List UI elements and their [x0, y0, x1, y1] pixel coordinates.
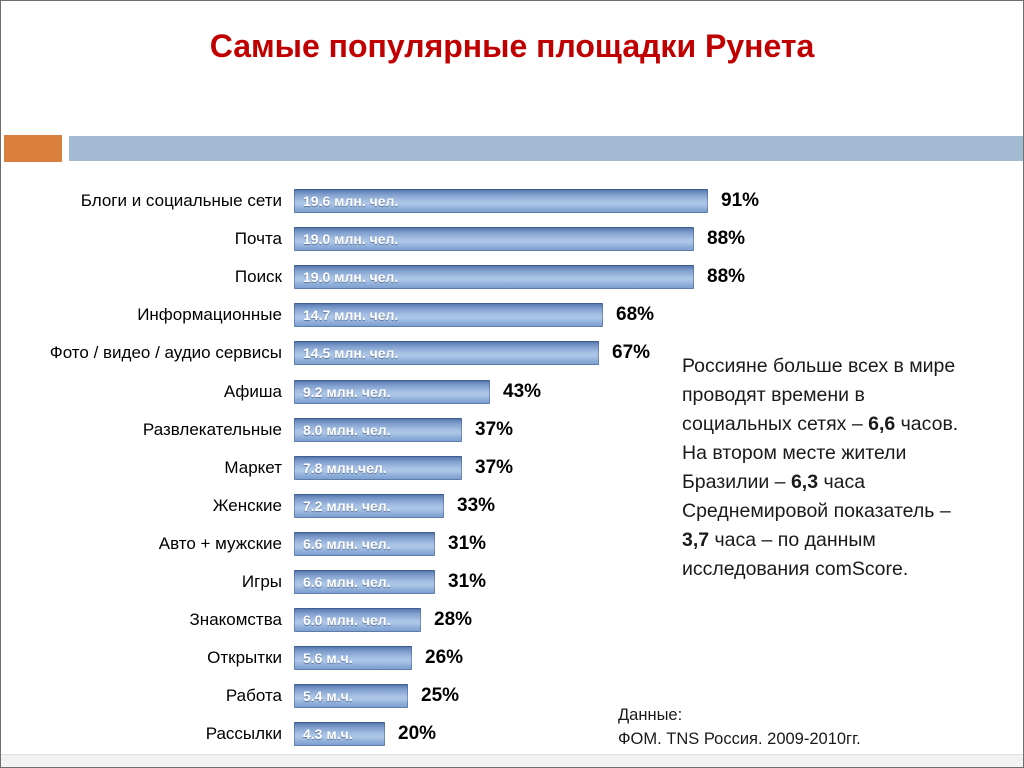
category-label: Женские [212, 495, 282, 515]
bar-percent-label: 33% [457, 494, 496, 516]
bar-percent-label: 68% [616, 304, 655, 326]
bar-percent-label: 37% [475, 456, 514, 478]
bar-value-label: 14.7 млн. чел. [303, 307, 399, 324]
category-label: Информационные [137, 305, 282, 325]
bar-percent-label: 31% [448, 570, 487, 592]
bar-row: Фото / видео / аудио сервисы 14.5 млн. че… [1, 334, 761, 372]
bar: 14.5 млн. чел. [294, 341, 599, 366]
bar: 14.7 млн. чел. [294, 303, 603, 328]
bar-value-label: 4.3 м.ч. [303, 726, 353, 743]
bar-chart: Блоги и социальные сети 19.6 млн. чел. 91%… [1, 182, 761, 753]
category-label: Игры [241, 571, 282, 591]
accent-blue-band [69, 136, 1023, 161]
bar-row: Рассылки 4.3 м.ч. 20% [1, 715, 761, 753]
bar-row: Авто + мужские 6.6 млн. чел. 31% [1, 525, 761, 563]
category-label: Развлекательные [142, 419, 282, 439]
bar-value-label: 8.0 млн. чел. [303, 421, 391, 438]
bar: 6.6 млн. чел. [294, 531, 435, 556]
category-label: Авто + мужские [158, 533, 282, 553]
side-note-line: исследования comScore. [682, 558, 909, 580]
bar-row: Афиша 9.2 млн. чел. 43% [1, 372, 761, 410]
bar: 6.6 млн. чел. [294, 569, 435, 594]
category-label: Открытки [207, 648, 282, 668]
category-label: Знакомства [189, 610, 282, 630]
bar: 5.4 м.ч. [294, 684, 408, 709]
bar-value-label: 6.0 млн. чел. [303, 612, 391, 629]
bar: 6.0 млн. чел. [294, 608, 421, 633]
bar-value-label: 5.4 м.ч. [303, 688, 353, 705]
side-note-line: 3,7 часа – по данным [682, 529, 876, 551]
bar-value-label: 6.6 млн. чел. [303, 535, 391, 552]
bar-row: Поиск 19.0 млн. чел. 88% [1, 258, 761, 296]
bar-value-label: 5.6 м.ч. [303, 650, 353, 667]
bar-percent-label: 28% [434, 609, 473, 631]
side-note-line: Россияне больше всех в мире [682, 355, 956, 377]
bar-row: Маркет 7.8 млн.чел. 37% [1, 449, 761, 487]
bar-value-label: 9.2 млн. чел. [303, 383, 391, 400]
bar-value-label: 7.2 млн. чел. [303, 497, 391, 514]
bar: 19.6 млн. чел. [294, 189, 708, 214]
bar-row: Информационные 14.7 млн. чел. 68% [1, 296, 761, 334]
bar: 19.0 млн. чел. [294, 227, 694, 252]
bar: 7.8 млн.чел. [294, 455, 462, 480]
category-label: Поиск [234, 267, 282, 287]
bar-row: Развлекательные 8.0 млн. чел. 37% [1, 411, 761, 449]
bar-row: Женские 7.2 млн. чел. 33% [1, 487, 761, 525]
bar-percent-label: 67% [612, 342, 651, 364]
side-note-line: социальных сетях – 6,6 часов. [682, 413, 959, 435]
bar-percent-label: 31% [448, 532, 487, 554]
accent-orange-rectangle [4, 135, 62, 162]
bar: 5.6 м.ч. [294, 646, 412, 671]
bar-percent-label: 88% [707, 266, 746, 288]
bar: 8.0 млн. чел. [294, 417, 462, 442]
data-source-label: Данные: [618, 706, 683, 724]
bar-value-label: 14.5 млн. чел. [303, 345, 399, 362]
slide-title: Самые популярные площадки Рунета [209, 28, 815, 64]
category-label: Фото / видео / аудио сервисы [49, 343, 282, 363]
category-label: Блоги и социальные сети [80, 191, 282, 211]
bar-percent-label: 25% [421, 685, 460, 707]
side-note-line: Бразилии – 6,3 часа [682, 471, 866, 493]
bar-value-label: 6.6 млн. чел. [303, 573, 391, 590]
category-label: Рассылки [205, 724, 282, 744]
bar-row: Знакомства 6.0 млн. чел. 28% [1, 601, 761, 639]
bar-value-label: 19.6 млн. чел. [303, 193, 399, 210]
bar-row: Открытки 5.6 м.ч. 26% [1, 639, 761, 677]
bar-percent-label: 26% [425, 647, 464, 669]
category-label: Афиша [223, 381, 282, 401]
data-source-note: Данные: ФОМ. TNS Россия. 2009-2010гг. [618, 703, 861, 751]
footer-strip [1, 754, 1023, 767]
side-note-line: Среднемировой показатель – [682, 500, 951, 522]
category-label: Маркет [224, 457, 282, 477]
bar-value-label: 19.0 млн. чел. [303, 231, 399, 248]
bar-percent-label: 43% [503, 380, 542, 402]
category-label: Почта [234, 229, 282, 249]
category-label: Работа [225, 686, 282, 706]
side-note-text: Россияне больше всех в мире проводят врем… [682, 352, 1022, 584]
bar-percent-label: 88% [707, 228, 746, 250]
bar-row: Блоги и социальные сети 19.6 млн. чел. 91% [1, 182, 761, 220]
bar-percent-label: 37% [475, 418, 514, 440]
side-note-line: проводят времени в [682, 384, 865, 406]
bar: 4.3 м.ч. [294, 722, 385, 747]
bar-row: Почта 19.0 млн. чел. 88% [1, 220, 761, 258]
bar-value-label: 7.8 млн.чел. [303, 459, 387, 476]
bar-percent-label: 91% [721, 190, 760, 212]
bar-value-label: 19.0 млн. чел. [303, 269, 399, 286]
bar: 7.2 млн. чел. [294, 493, 444, 518]
bar-percent-label: 20% [398, 723, 437, 745]
bar-row: Игры 6.6 млн. чел. 31% [1, 563, 761, 601]
data-source-detail: ФОМ. TNS Россия. 2009-2010гг. [618, 730, 861, 748]
bar-row: Работа 5.4 м.ч. 25% [1, 677, 761, 715]
side-note-line: На втором месте жители [682, 442, 907, 464]
bar: 9.2 млн. чел. [294, 379, 490, 404]
bar: 19.0 млн. чел. [294, 265, 694, 290]
